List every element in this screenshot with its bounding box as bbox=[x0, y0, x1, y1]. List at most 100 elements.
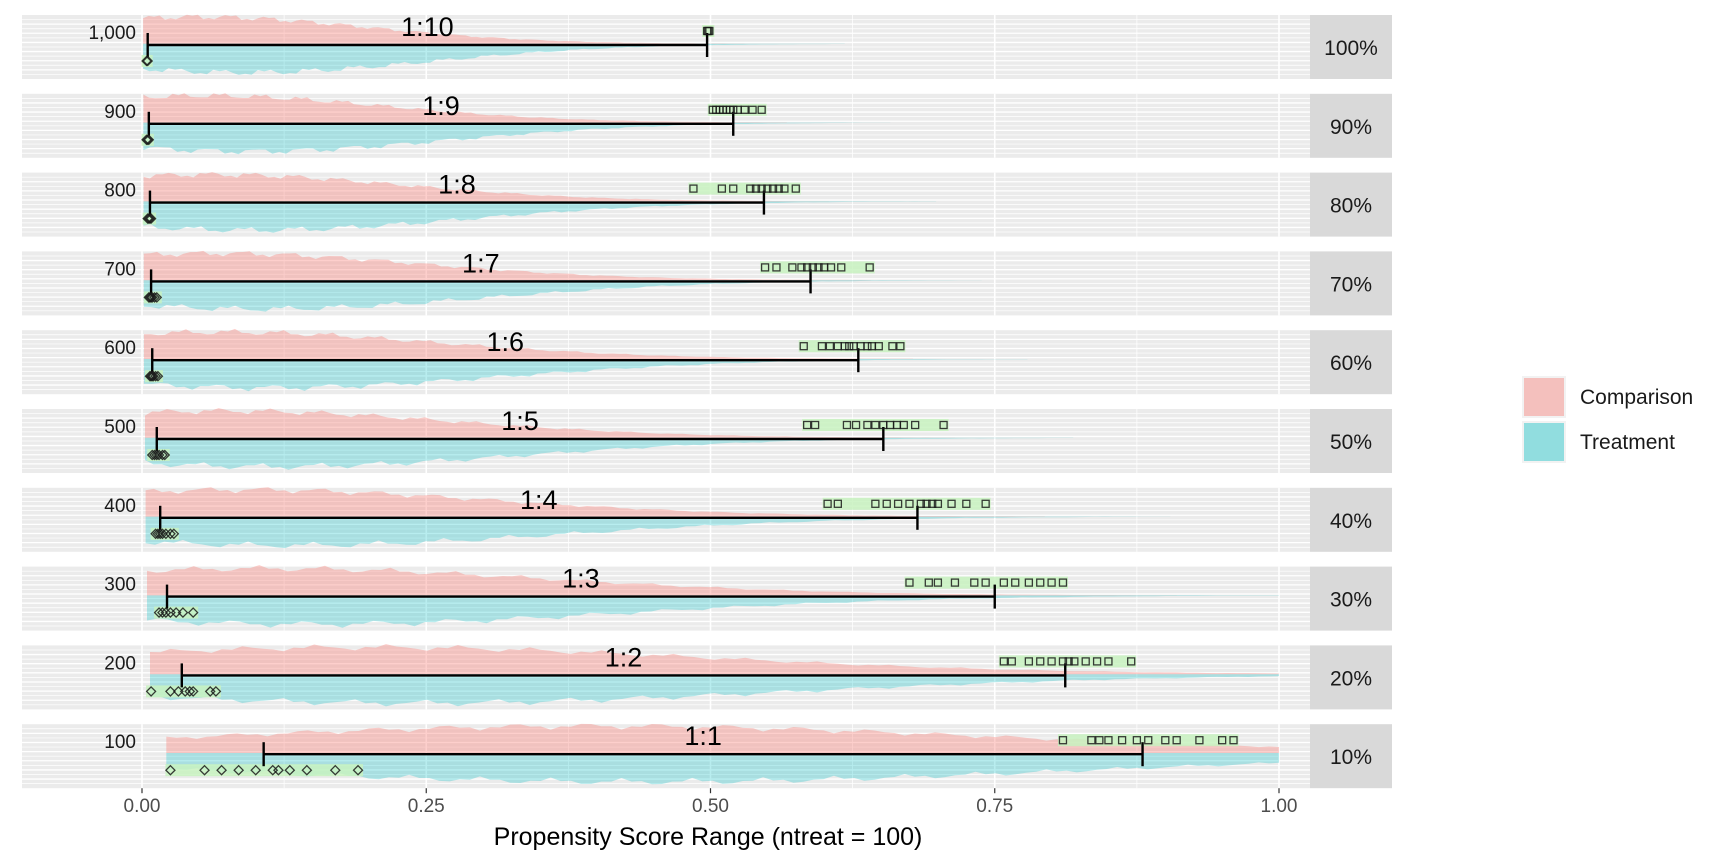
treatment-point bbox=[797, 263, 806, 272]
comparison-point bbox=[143, 134, 155, 146]
treatment-point bbox=[774, 184, 783, 193]
treatment-point bbox=[882, 499, 891, 508]
comparison-point bbox=[142, 134, 154, 146]
treatment-point bbox=[1070, 657, 1079, 666]
strip-background bbox=[1310, 93, 1392, 158]
comparison-point bbox=[179, 685, 191, 697]
treatment-point bbox=[1087, 736, 1096, 745]
treatment-point bbox=[751, 184, 761, 193]
panel-1,000: 100% 1,000 1:10 bbox=[22, 12, 1392, 79]
comparison-point bbox=[273, 764, 284, 776]
treatment-point bbox=[1081, 657, 1090, 666]
treatment-point bbox=[842, 420, 852, 430]
treatment-point bbox=[1047, 657, 1056, 666]
comparison-point bbox=[142, 213, 154, 225]
treatment-point bbox=[840, 342, 849, 351]
treatment-point bbox=[865, 263, 874, 272]
treatment-point bbox=[871, 420, 880, 430]
treatment-point bbox=[817, 342, 827, 351]
comparison-point-band bbox=[165, 764, 364, 777]
treatment-point bbox=[833, 499, 842, 508]
panel-600: 60% 600 1:6 bbox=[22, 327, 1392, 395]
strip-percent-label: 70% bbox=[1330, 273, 1372, 296]
strip-percent-label: 20% bbox=[1330, 667, 1372, 690]
treatment-point bbox=[1161, 736, 1170, 745]
strip-background bbox=[1310, 251, 1392, 316]
x-tick-label: 0.75 bbox=[976, 796, 1013, 817]
comparison-point bbox=[157, 528, 168, 540]
strip-percent-label: 30% bbox=[1330, 589, 1372, 612]
comparison-point bbox=[160, 528, 172, 540]
treatment-density bbox=[143, 280, 982, 312]
treatment-point bbox=[1047, 578, 1056, 587]
treatment-point bbox=[717, 184, 727, 193]
treatment-point bbox=[863, 342, 872, 351]
treatment-point bbox=[950, 578, 960, 587]
treatment-point bbox=[1172, 736, 1181, 745]
strip-percent-label: 90% bbox=[1330, 116, 1372, 139]
x-axis: 0.00 0.25 0.50 0.75 1.00 bbox=[124, 788, 1297, 817]
comparison-point bbox=[168, 528, 180, 540]
treatment-point bbox=[1058, 736, 1068, 745]
treatment-point bbox=[939, 420, 948, 430]
comparison-point bbox=[165, 685, 176, 697]
treatment-point bbox=[1104, 736, 1113, 745]
treatment-point bbox=[799, 342, 808, 351]
legend-label: Treatment bbox=[1580, 431, 1675, 454]
panel-500: 50% 500 1:5 bbox=[22, 406, 1392, 473]
treatment-point bbox=[947, 499, 956, 508]
treatment-point bbox=[863, 420, 872, 430]
comparison-point bbox=[146, 291, 158, 303]
ratio-label: 1:7 bbox=[462, 248, 500, 278]
comparison-point bbox=[145, 685, 157, 697]
treatment-point bbox=[1058, 578, 1068, 587]
treatment-density bbox=[144, 359, 1028, 392]
treatment-point bbox=[1024, 578, 1034, 587]
comparison-point bbox=[142, 55, 154, 67]
strip-background bbox=[1310, 330, 1392, 395]
comparison-density bbox=[144, 328, 913, 359]
stratum-n-label: 1,000 bbox=[88, 23, 136, 44]
treatment-point bbox=[772, 263, 781, 272]
panel-200: 20% 200 1:2 bbox=[22, 642, 1392, 710]
ratio-label: 1:2 bbox=[605, 642, 643, 672]
comparison-point bbox=[329, 764, 341, 776]
treatment-point bbox=[1092, 657, 1102, 666]
comparison-density bbox=[143, 93, 787, 123]
comparison-density bbox=[145, 408, 955, 438]
panel-800: 80% 800 1:8 bbox=[22, 170, 1392, 237]
strip-background bbox=[1310, 566, 1392, 631]
treatment-point bbox=[916, 499, 925, 508]
treatment-point-band bbox=[760, 261, 875, 274]
treatment-density bbox=[143, 43, 845, 75]
treatment-point bbox=[981, 578, 990, 587]
treatment-point bbox=[689, 184, 698, 193]
treatment-point bbox=[837, 263, 846, 272]
legend-swatch bbox=[1524, 423, 1564, 461]
treatment-density bbox=[143, 201, 937, 233]
treatment-density bbox=[145, 437, 1074, 470]
stratum-n-label: 600 bbox=[104, 338, 136, 359]
strip-background bbox=[1310, 724, 1392, 789]
x-tick-label: 0.50 bbox=[692, 796, 729, 817]
treatment-point bbox=[1036, 657, 1045, 666]
treatment-point bbox=[729, 105, 738, 114]
x-axis-title: Propensity Score Range (ntreat = 100) bbox=[494, 823, 923, 851]
comparison-density bbox=[143, 14, 745, 44]
treatment-point bbox=[981, 499, 990, 508]
treatment-point bbox=[1218, 736, 1227, 745]
comparison-point bbox=[284, 764, 296, 776]
ratio-label: 1:4 bbox=[520, 485, 558, 515]
treatment-point bbox=[933, 499, 943, 508]
stratum-n-label: 500 bbox=[104, 417, 136, 438]
comparison-point bbox=[152, 528, 164, 540]
treatment-point bbox=[888, 342, 897, 351]
treatment-point bbox=[851, 420, 861, 430]
comparison-point bbox=[143, 213, 155, 225]
treatment-point bbox=[905, 578, 914, 587]
treatment-point bbox=[905, 499, 914, 508]
comparison-point bbox=[149, 449, 160, 461]
comparison-point-band bbox=[141, 55, 153, 67]
treatment-point bbox=[760, 263, 770, 272]
treatment-point bbox=[823, 499, 832, 508]
